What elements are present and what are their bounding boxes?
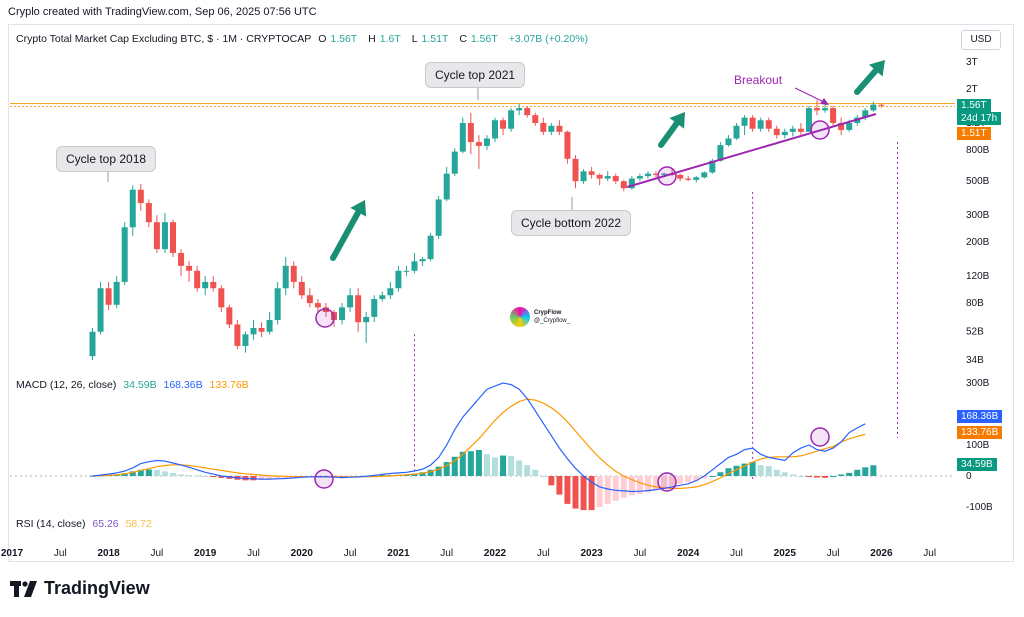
watermark-logo <box>510 307 530 327</box>
tradingview-brand-text: TradingView <box>44 578 150 598</box>
legend-high: H 1.6T <box>368 33 405 45</box>
tradingview-brand[interactable]: TradingView <box>10 578 150 599</box>
chart-frame[interactable] <box>8 24 1014 562</box>
legend-low-value: 1.51T <box>421 33 449 45</box>
macd-value-tag: 168.36B <box>957 410 1003 423</box>
bubble-top-2018: Cycle top 2018 <box>56 146 157 172</box>
signal-value-tag: 133.76B <box>957 426 1003 439</box>
rsi-legend-value: 65.26 <box>92 518 119 530</box>
legend-title: Crypto Total Market Cap Excluding BTC, $… <box>16 33 312 45</box>
legend-close-value: 1.56T <box>470 33 498 45</box>
hist-value-tag: 34.59B <box>957 458 997 471</box>
header-caption: Cryplo created with TradingView.com, Sep… <box>8 6 317 18</box>
low-tag: 1.51T <box>957 127 991 140</box>
watermark-text: CrypFlow @_Crypflow_ <box>534 309 570 325</box>
macd-legend-label: MACD (12, 26, close) <box>16 379 117 391</box>
macd-legend-hist: 34.59B <box>123 379 157 391</box>
legend-high-value: 1.6T <box>379 33 401 45</box>
main-legend: Crypto Total Market Cap Excluding BTC, $… <box>16 33 592 45</box>
macd-legend-macd: 168.36B <box>163 379 203 391</box>
currency-button[interactable]: USD <box>961 30 1001 50</box>
watermark-name: CrypFlow <box>534 310 562 316</box>
legend-close: C 1.56T <box>459 33 501 45</box>
rsi-legend-label: RSI (14, close) <box>16 518 86 530</box>
rsi-legend: RSI (14, close) 65.26 58.72 <box>16 518 156 530</box>
countdown-tag: 24d 17h <box>957 112 1002 125</box>
legend-low-label: L <box>411 33 418 45</box>
legend-close-label: C <box>459 33 467 45</box>
tradingview-logo-icon <box>10 580 38 597</box>
macd-legend-signal: 133.76B <box>209 379 249 391</box>
legend-open-value: 1.56T <box>330 33 358 45</box>
last-price-tag: 1.56T <box>957 99 991 112</box>
legend-open-label: O <box>318 33 327 45</box>
legend-high-label: H <box>368 33 376 45</box>
macd-legend: MACD (12, 26, close) 34.59B 168.36B 133.… <box>16 379 253 391</box>
breakout-label: Breakout <box>734 73 783 87</box>
bubble-bottom-2022: Cycle bottom 2022 <box>511 210 632 236</box>
watermark-handle: @_Crypflow_ <box>534 318 571 324</box>
rsi-legend-ma: 58.72 <box>125 518 152 530</box>
bubble-top-2021: Cycle top 2021 <box>425 62 526 88</box>
legend-change: +3.07B (+0.20%) <box>508 33 589 45</box>
legend-low: L 1.51T <box>412 33 453 45</box>
watermark: CrypFlow @_Crypflow_ <box>510 307 570 327</box>
legend-open: O 1.56T <box>318 33 361 45</box>
